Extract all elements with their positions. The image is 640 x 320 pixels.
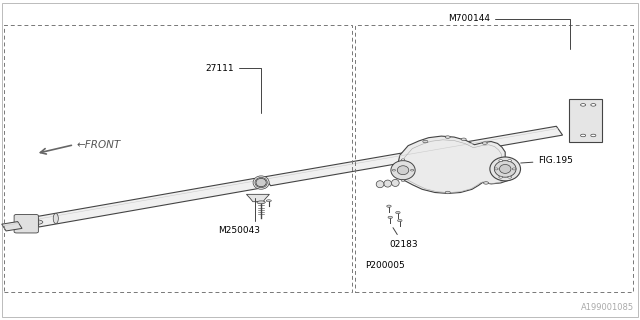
- FancyBboxPatch shape: [569, 99, 602, 141]
- Ellipse shape: [591, 134, 596, 137]
- Ellipse shape: [591, 104, 596, 106]
- Ellipse shape: [392, 180, 399, 187]
- Ellipse shape: [445, 136, 451, 138]
- Ellipse shape: [508, 176, 511, 178]
- Ellipse shape: [397, 166, 409, 175]
- Ellipse shape: [499, 176, 502, 178]
- Ellipse shape: [34, 217, 39, 227]
- Ellipse shape: [256, 179, 266, 187]
- Ellipse shape: [410, 169, 413, 171]
- Ellipse shape: [391, 161, 415, 180]
- Ellipse shape: [494, 168, 498, 170]
- Ellipse shape: [392, 169, 396, 171]
- Ellipse shape: [580, 134, 586, 137]
- Ellipse shape: [266, 200, 271, 202]
- Ellipse shape: [22, 220, 30, 227]
- Ellipse shape: [253, 176, 269, 189]
- Ellipse shape: [461, 138, 467, 140]
- Ellipse shape: [255, 178, 268, 188]
- Polygon shape: [264, 126, 563, 186]
- Polygon shape: [397, 136, 516, 194]
- Ellipse shape: [445, 191, 451, 194]
- Ellipse shape: [512, 168, 516, 170]
- Ellipse shape: [388, 216, 392, 219]
- Ellipse shape: [376, 181, 384, 188]
- Text: ←FRONT: ←FRONT: [76, 140, 120, 150]
- Text: M250043: M250043: [218, 198, 260, 235]
- Text: 27111: 27111: [205, 64, 261, 113]
- Ellipse shape: [20, 219, 32, 229]
- Text: A199001085: A199001085: [581, 303, 634, 312]
- Bar: [355, 25, 633, 292]
- Ellipse shape: [257, 201, 265, 204]
- Text: P200005: P200005: [365, 261, 404, 270]
- Ellipse shape: [401, 180, 404, 181]
- Ellipse shape: [490, 157, 520, 181]
- Text: FIG.195: FIG.195: [521, 156, 573, 165]
- Ellipse shape: [10, 223, 24, 228]
- Ellipse shape: [53, 213, 58, 224]
- Ellipse shape: [257, 179, 266, 186]
- Polygon shape: [246, 194, 269, 202]
- Bar: [4, 25, 352, 292]
- Polygon shape: [2, 221, 22, 231]
- Ellipse shape: [483, 182, 488, 184]
- Ellipse shape: [494, 161, 516, 177]
- Ellipse shape: [423, 140, 428, 143]
- Ellipse shape: [396, 212, 400, 214]
- Ellipse shape: [29, 220, 43, 225]
- Ellipse shape: [24, 222, 28, 226]
- Ellipse shape: [499, 160, 502, 162]
- Text: M700144: M700144: [448, 14, 570, 49]
- Ellipse shape: [401, 159, 404, 160]
- Polygon shape: [33, 178, 261, 227]
- Ellipse shape: [499, 164, 511, 173]
- Ellipse shape: [482, 142, 487, 144]
- Ellipse shape: [580, 104, 586, 106]
- FancyBboxPatch shape: [14, 214, 38, 233]
- Text: 02183: 02183: [389, 228, 417, 249]
- Ellipse shape: [387, 205, 391, 207]
- Ellipse shape: [384, 180, 392, 187]
- Ellipse shape: [397, 220, 402, 222]
- Ellipse shape: [508, 160, 511, 162]
